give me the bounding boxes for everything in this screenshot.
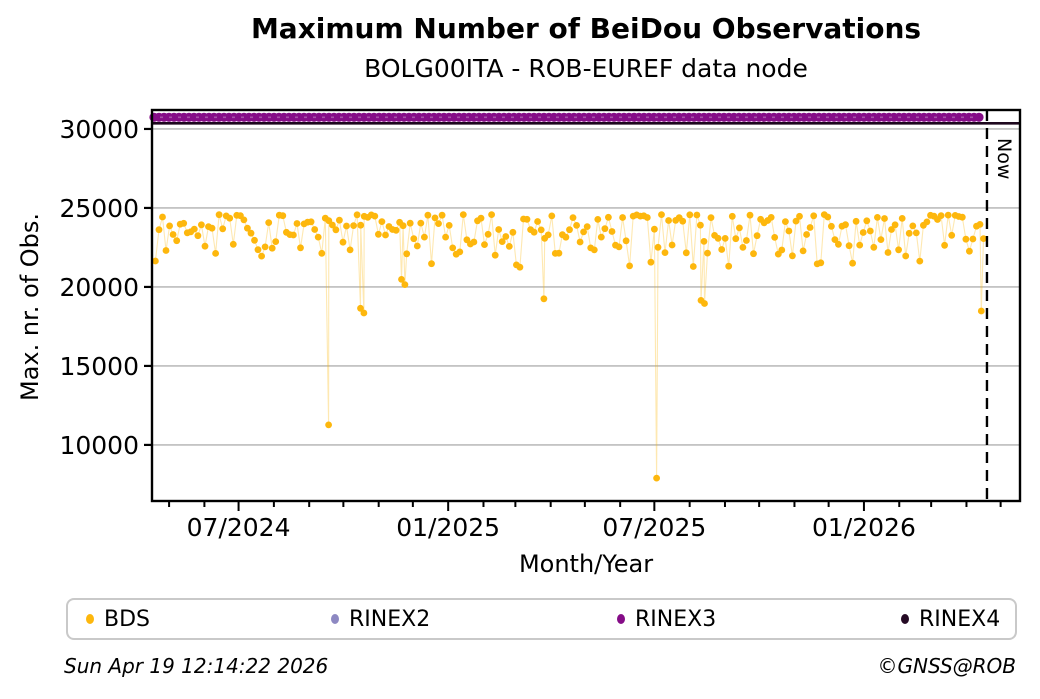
legend-marker-bds-icon [86,614,94,624]
legend-marker-rinex2-icon [331,614,339,624]
x-tick-label: 07/2024 [187,513,291,542]
y-tick-labels: 10000 15000 20000 25000 30000 [59,115,139,460]
legend-marker-rinex3-icon [617,614,625,624]
plot-frame [150,108,1022,503]
bds-points [152,211,987,482]
chart-title: Maximum Number of BeiDou Observations [250,12,922,45]
legend-item-rinex4: RINEX4 [901,600,1000,638]
y-tick-label: 10000 [59,431,139,460]
legend-label: RINEX3 [635,606,717,632]
y-tick-label: 20000 [59,273,139,302]
gridlines [152,128,1020,446]
copyright-credit: ©GNSS@ROB [877,654,1017,678]
y-tick-label: 30000 [59,115,139,144]
legend-marker-rinex4-icon [901,614,909,624]
rinex3-points [149,112,984,122]
x-tick-label: 01/2026 [812,513,916,542]
x-tick-labels: 07/2024 01/2025 07/2025 01/2026 [187,513,916,542]
bds-connector-line [154,213,985,479]
x-tick-label: 07/2025 [602,513,706,542]
generated-timestamp: Sun Apr 19 12:14:22 2026 [64,654,329,678]
y-tick-label: 25000 [59,194,139,223]
now-line-label: Now [993,138,1015,180]
legend-item-rinex3: RINEX3 [617,600,716,638]
legend-label: RINEX2 [349,606,431,632]
y-tick-label: 15000 [59,352,139,381]
legend-item-bds: BDS [86,600,150,638]
chart-subtitle: BOLG00ITA - ROB-EUREF data node [364,54,808,83]
x-tick-label: 01/2025 [396,513,500,542]
x-axis-label: Month/Year [518,550,654,578]
legend: BDS RINEX2 RINEX3 RINEX4 [66,598,1017,640]
legend-item-rinex2: RINEX2 [331,600,430,638]
legend-label: BDS [104,606,150,632]
legend-label: RINEX4 [919,606,1001,632]
axis-ticks [144,127,1002,511]
